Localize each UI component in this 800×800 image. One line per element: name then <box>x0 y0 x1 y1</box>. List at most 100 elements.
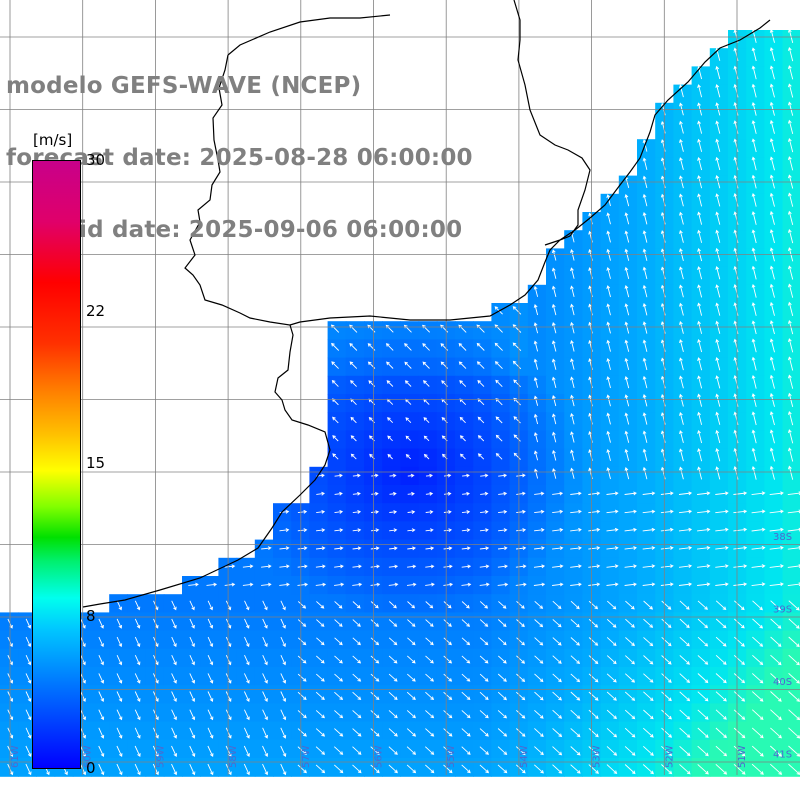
wind-vector-arrow <box>606 303 611 316</box>
wind-vector-arrow <box>679 266 684 280</box>
wind-vector-arrow <box>625 618 635 628</box>
wind-vector-arrow <box>570 491 582 496</box>
wind-vector-arrow <box>280 709 287 721</box>
wind-vector-arrow <box>334 673 343 682</box>
wind-vector-arrow <box>315 564 326 569</box>
wind-vector-arrow <box>334 655 343 664</box>
wind-speed-cell <box>782 157 800 177</box>
wind-vector-arrow <box>261 546 272 551</box>
wind-vector-arrow <box>315 728 326 737</box>
wind-vector-arrow <box>280 600 286 611</box>
colorbar-tick: 15 <box>86 454 106 472</box>
wind-vector-arrow <box>679 600 690 610</box>
wind-vector-arrow <box>642 193 648 207</box>
wind-vector-arrow <box>642 230 648 243</box>
wind-vector-arrow <box>660 393 666 407</box>
wind-vector-arrow <box>769 491 784 496</box>
wind-vector-arrow <box>733 120 739 134</box>
wind-vector-arrow <box>642 546 656 550</box>
wind-vector-arrow <box>334 637 343 646</box>
wind-vector-arrow <box>642 745 654 756</box>
wind-vector-arrow <box>679 320 684 334</box>
wind-vector-arrow <box>25 709 32 721</box>
wind-vector-arrow <box>315 582 327 587</box>
wind-vector-arrow <box>733 636 745 647</box>
wind-vector-arrow <box>570 673 581 683</box>
wind-vector-arrow <box>588 618 599 628</box>
wind-vector-arrow <box>752 618 764 629</box>
wind-vector-arrow <box>334 564 344 569</box>
wind-vector-arrow <box>551 376 557 389</box>
wind-vector-arrow <box>423 417 430 424</box>
wind-vector-arrow <box>334 619 343 627</box>
wind-vector-arrow <box>570 394 575 407</box>
wind-vector-arrow <box>751 120 757 134</box>
wind-vector-arrow <box>425 601 434 609</box>
wind-speed-cell <box>782 30 800 49</box>
wind-vector-arrow <box>388 564 399 569</box>
wind-vector-arrow <box>280 618 286 629</box>
wind-vector-arrow <box>495 434 503 442</box>
wind-vector-arrow <box>715 654 727 665</box>
wind-vector-arrow <box>751 727 764 739</box>
wind-vector-arrow <box>660 527 674 532</box>
wind-vector-arrow <box>642 412 648 425</box>
longitude-label: 53W <box>592 745 603 768</box>
wind-vector-arrow <box>334 528 344 533</box>
wind-vector-arrow <box>715 84 721 98</box>
wind-vector-arrow <box>697 193 703 207</box>
wind-vector-arrow <box>134 673 141 684</box>
wind-vector-arrow <box>733 691 746 702</box>
wind-vector-arrow <box>661 691 672 702</box>
wind-vector-arrow <box>297 509 308 514</box>
wind-vector-arrow <box>370 601 379 609</box>
wind-vector-arrow <box>425 728 435 737</box>
wind-vector-arrow <box>751 545 766 550</box>
wind-vector-arrow <box>479 528 489 533</box>
wind-vector-arrow <box>494 342 503 351</box>
wind-vector-arrow <box>715 545 729 550</box>
wind-vector-arrow <box>388 710 398 719</box>
wind-vector-arrow <box>334 582 345 587</box>
wind-vector-arrow <box>316 509 326 514</box>
wind-vector-arrow <box>497 710 508 719</box>
wind-vector-arrow <box>715 673 727 684</box>
wind-vector-arrow <box>678 564 693 569</box>
wind-vector-arrow <box>733 466 739 480</box>
wind-vector-arrow <box>661 673 672 683</box>
wind-vector-arrow <box>476 361 485 369</box>
wind-vector-arrow <box>425 637 434 646</box>
wind-vector-arrow <box>788 636 800 648</box>
wind-vector-arrow <box>315 546 326 551</box>
wind-vector-arrow <box>733 356 739 371</box>
wind-vector-arrow <box>497 691 507 701</box>
wind-vector-arrow <box>404 380 412 387</box>
wind-vector-arrow <box>642 375 648 389</box>
wind-vector-arrow <box>606 491 619 496</box>
wind-vector-arrow <box>279 582 290 587</box>
wind-vector-arrow <box>479 564 490 569</box>
longitude-label: 51W <box>737 745 748 768</box>
wind-vector-arrow <box>25 673 32 684</box>
wind-vector-arrow <box>769 564 784 568</box>
wind-vector-arrow <box>406 655 416 664</box>
wind-vector-arrow <box>606 582 619 587</box>
wind-vector-arrow <box>570 467 575 479</box>
wind-vector-arrow <box>588 637 599 646</box>
wind-vector-arrow <box>352 710 362 719</box>
wind-vector-arrow <box>715 320 721 334</box>
wind-vector-arrow <box>643 600 654 610</box>
wind-vector-arrow <box>116 618 123 629</box>
wind-speed-cell <box>782 321 800 340</box>
wind-vector-arrow <box>171 763 178 776</box>
wind-vector-arrow <box>534 728 544 737</box>
wind-vector-arrow <box>624 746 636 756</box>
wind-vector-arrow <box>461 710 471 719</box>
wind-vector-arrow <box>297 564 308 569</box>
wind-vector-arrow <box>769 192 775 207</box>
wind-vector-arrow <box>243 673 250 684</box>
wind-speed-cell <box>782 230 800 249</box>
wind-vector-arrow <box>678 582 693 587</box>
wind-vector-arrow <box>316 619 325 627</box>
wind-vector-arrow <box>534 509 545 514</box>
